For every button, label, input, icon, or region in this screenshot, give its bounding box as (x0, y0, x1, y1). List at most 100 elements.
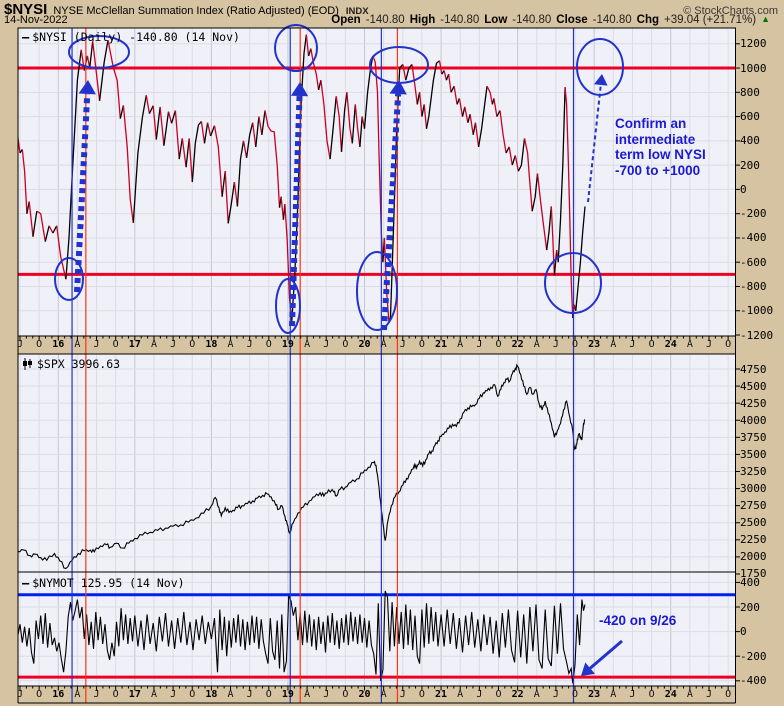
ohlc-row: Open -140.80 High -140.80 Low -140.80 Cl… (331, 14, 770, 26)
nymot-legend-label: $NYMOT 125.95 (14 Nov) (32, 576, 185, 590)
x-axis-label: A (457, 339, 464, 350)
x-axis-label: J (476, 688, 483, 700)
y-axis-label: 800 (740, 85, 760, 99)
y-axis-label: 4500 (740, 379, 767, 393)
arrow-head (389, 80, 407, 95)
x-axis-label: O (418, 688, 425, 700)
x-axis-label: 16 (52, 688, 65, 700)
x-axis-label: J (705, 688, 713, 700)
x-axis-label: A (227, 339, 234, 350)
y-axis-label: -400 (740, 231, 767, 245)
low-value: -140.80 (512, 14, 552, 26)
x-axis-label: J (93, 339, 100, 350)
arrow-head (290, 82, 309, 97)
highlight-ellipse (275, 278, 301, 334)
x-axis-label: A (304, 688, 311, 700)
open-label: Open (331, 14, 361, 26)
x-axis-label: 17 (128, 688, 141, 700)
y-axis-label: 4750 (740, 362, 767, 376)
y-axis-label: 2250 (740, 533, 767, 547)
y-axis-label: -800 (740, 279, 767, 293)
x-axis-label: J (16, 339, 24, 350)
candlestick-icon (22, 358, 32, 370)
close-value: -140.80 (592, 14, 632, 26)
x-axis-label: 22 (511, 688, 524, 700)
y-axis-label: 200 (740, 158, 760, 172)
x-axis-label: J (629, 688, 636, 700)
x-axis-label: 17 (128, 339, 141, 350)
close-label: Close (556, 14, 588, 26)
x-axis-label: O (572, 688, 579, 700)
x-axis-label: J (552, 339, 559, 350)
x-axis-label: J (705, 339, 713, 350)
signal-hlines (18, 66, 736, 679)
line-swatch-icon: — (22, 576, 29, 590)
x-axis-label: A (686, 339, 693, 350)
y-axis-label: 0 (740, 625, 747, 639)
y-axis-label: 0 (740, 182, 747, 196)
x-axis-label: J (629, 339, 636, 350)
x-axis-label: A (227, 688, 234, 700)
y-axis-label: -200 (740, 649, 767, 663)
x-axis-label: A (686, 688, 693, 700)
highlight-ellipse (544, 252, 602, 314)
highlight-ellipse (274, 24, 318, 72)
x-axis-label: 20 (358, 688, 371, 700)
y-axis-label: 3000 (740, 482, 767, 496)
x-axis-label: O (495, 688, 502, 700)
y-axis-label: -600 (740, 255, 767, 269)
x-axis-label: A (457, 688, 464, 700)
chart-date: 14-Nov-2022 (4, 14, 68, 26)
annotation-line: intermediate (615, 131, 696, 147)
y-axis-label: 2000 (740, 550, 767, 564)
x-axis-label: O (189, 688, 196, 700)
x-axis-label: O (342, 688, 349, 700)
highlight-ellipse (54, 257, 84, 301)
x-axis-label: O (418, 339, 425, 350)
x-axis-label: 23 (588, 339, 601, 350)
annotation-confirm-text: Confirm an intermediate term low NYSI -7… (615, 116, 775, 178)
x-axis-label: O (112, 339, 119, 350)
y-axis-label: 1200 (740, 37, 767, 51)
arrow-shaft (381, 93, 402, 331)
x-axis-label: J (170, 688, 177, 700)
lower-plot-area (18, 354, 736, 686)
annotations (54, 24, 624, 676)
arrow-shaft (589, 639, 623, 670)
x-axis-label: J (552, 688, 559, 700)
x-axis-label: A (150, 339, 157, 350)
annotation-nymot-note: -420 on 9/26 (599, 613, 677, 628)
y-axis-label: 600 (740, 110, 760, 124)
arrow-shaft (587, 84, 602, 203)
x-axis-label: J (476, 339, 483, 350)
nysi-series (18, 34, 586, 324)
header-row-2: 14-Nov-2022 Open -140.80 High -140.80 Lo… (4, 14, 770, 26)
y-axis-label: 3500 (740, 447, 767, 461)
x-axis-label: A (150, 688, 157, 700)
nysi-legend: — $NYSI (Daily) -140.80 (14 Nov) (22, 30, 240, 44)
y-axis-label: 2500 (740, 516, 767, 530)
annotation-line: -700 to +1000 (615, 162, 701, 178)
x-axis-label: J (323, 339, 330, 350)
arrow-head (78, 80, 96, 95)
x-axis-label: J (323, 688, 330, 700)
x-axis-label: A (380, 339, 387, 350)
highlight-ellipse (68, 35, 130, 69)
panel-borders (17, 27, 736, 704)
annotation-line: term low NYSI (615, 147, 706, 162)
x-axis-label: O (495, 339, 502, 350)
x-axis-label: J (16, 688, 24, 700)
x-axis-label: 16 (52, 339, 65, 350)
y-axis-label: 400 (740, 575, 760, 589)
nymot-legend: — $NYMOT 125.95 (14 Nov) (22, 576, 185, 590)
x-axis-label: 19 (281, 688, 294, 700)
y-axis-label: -400 (740, 674, 767, 688)
header-row-1: $NYSI NYSE McClellan Summation Index (Ra… (4, 1, 780, 18)
line-swatch-icon: — (22, 30, 29, 44)
exchange-label: INDX (345, 6, 369, 17)
y-axis-label: 1000 (740, 61, 767, 75)
y-axis-label: 4000 (740, 413, 767, 427)
x-axis-label: 18 (205, 688, 218, 700)
y-axis-label: 400 (740, 134, 760, 148)
